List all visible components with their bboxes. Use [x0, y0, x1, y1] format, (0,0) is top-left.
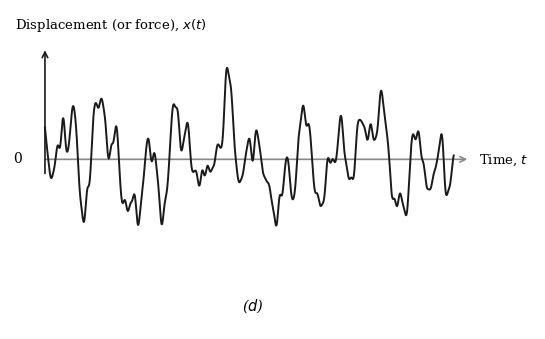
- Text: Time, $t$: Time, $t$: [479, 152, 528, 168]
- Text: ($d$): ($d$): [243, 297, 264, 315]
- Text: Displacement (or force), $x(t)$: Displacement (or force), $x(t)$: [15, 17, 207, 34]
- Text: 0: 0: [13, 152, 22, 166]
